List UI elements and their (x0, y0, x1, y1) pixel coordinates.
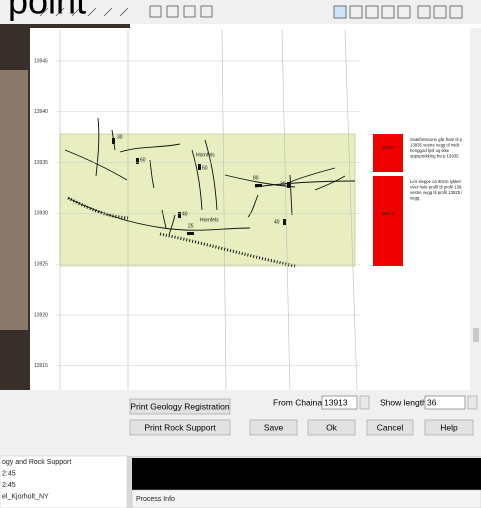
button-label[interactable]: Print Rock Support (144, 422, 216, 432)
legend-description: 13935 vestre vegg til midt (410, 143, 460, 148)
list-item[interactable]: ogy and Rock Support (2, 459, 71, 466)
list-item[interactable]: 2:45 (2, 482, 16, 489)
axis-label: 13920 (34, 312, 48, 318)
button-label[interactable]: Print Geology Registration (130, 401, 229, 411)
side-panel (0, 455, 128, 508)
button-label[interactable]: Ok (326, 422, 338, 432)
label: Show length (380, 397, 427, 407)
button[interactable] (424, 419, 474, 436)
dip-markers (112, 138, 290, 235)
legend-description: henggod fjell og ikke (410, 148, 450, 153)
input[interactable] (424, 395, 466, 410)
axis-label: 13915 (34, 363, 48, 369)
spinner[interactable] (467, 395, 478, 410)
toolbar-icons (39, 5, 463, 19)
legend-box (373, 134, 403, 172)
button[interactable] (366, 419, 414, 436)
button-label[interactable]: Save (264, 422, 284, 432)
axis-label: 13935 (34, 160, 48, 166)
annotation: 40 (182, 211, 188, 217)
legend-code: Sek 6 (383, 145, 395, 150)
annotation: 30 (280, 181, 286, 187)
button-label[interactable]: Help (440, 422, 458, 432)
scrollbar[interactable] (470, 28, 481, 390)
axis-label: 13930 (34, 211, 48, 217)
grid (59, 29, 358, 391)
list-item[interactable]: 2:45 (2, 470, 16, 477)
annotation: 30 (117, 134, 123, 140)
button[interactable] (307, 419, 356, 436)
legend-description: over hele profil til profil 139 (410, 185, 462, 190)
button[interactable] (129, 419, 231, 436)
spinner[interactable] (359, 395, 370, 410)
button[interactable] (129, 398, 231, 415)
title-fragment: point (8, 0, 86, 22)
annotation: 25 (188, 223, 194, 229)
axis-label: 13925 (34, 262, 48, 268)
list-item[interactable]: el_Kjorholt_NY (2, 493, 49, 500)
axis-label: 13940 (34, 109, 48, 115)
legend-description: vestre vegg til profil 13925 i (410, 190, 462, 195)
legend-code: SEK 6 (382, 211, 395, 216)
input[interactable] (321, 395, 358, 410)
annotation: 60 (202, 165, 208, 171)
annotation: 60 (140, 157, 146, 163)
panel-title: Process Info (136, 496, 175, 503)
button[interactable] (249, 419, 298, 436)
annotation: Hornfels (200, 217, 219, 223)
input-value[interactable]: 13913 (324, 397, 348, 407)
background-photo (0, 70, 28, 330)
annotation: 80 (253, 175, 259, 181)
process-bar (131, 489, 481, 508)
axis-label: 13945 (34, 58, 48, 64)
input-value[interactable]: 36 (427, 397, 437, 407)
button-label[interactable]: Cancel (377, 422, 404, 432)
legend-description: oppsprekking fra p 13935 (410, 154, 459, 159)
scroll-thumb[interactable] (473, 328, 479, 342)
legend-description: Svakhetssone går fram til p (410, 137, 463, 142)
annotation: Hornfels (196, 152, 215, 158)
geology-lines (64, 117, 356, 268)
label: From Chainag (273, 397, 327, 407)
annotation: 40 (274, 219, 280, 225)
toolbar (0, 0, 481, 24)
legend-description: vegg. (410, 196, 421, 201)
console (132, 458, 481, 490)
legend-description: Leir sleppe ca 80cm tykkel (410, 179, 461, 184)
legend-box (373, 176, 403, 266)
